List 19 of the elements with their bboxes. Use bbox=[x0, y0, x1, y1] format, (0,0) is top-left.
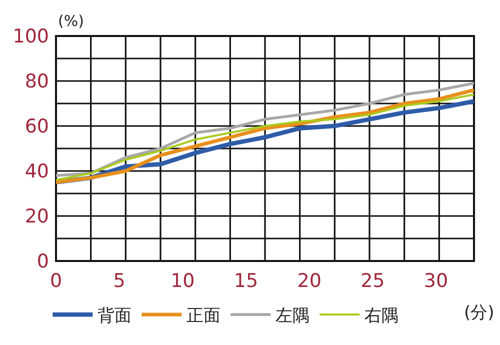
y-tick-label: 0 bbox=[36, 250, 49, 273]
legend-label: 背面 bbox=[98, 306, 132, 326]
x-tick-label: 20 bbox=[297, 270, 322, 292]
y-axis-title: (%) bbox=[58, 12, 84, 30]
x-tick-label: 10 bbox=[170, 270, 195, 292]
x-tick-label: 0 bbox=[50, 270, 62, 292]
x-tick-label: 25 bbox=[360, 270, 385, 292]
y-tick-label: 80 bbox=[24, 70, 49, 93]
legend-label: 正面 bbox=[186, 306, 221, 326]
x-tick-label: 30 bbox=[424, 270, 448, 292]
y-tick-label: 20 bbox=[24, 206, 49, 228]
y-tick-label: 60 bbox=[24, 116, 49, 138]
legend-label: 左隅 bbox=[276, 306, 310, 326]
x-axis-title: (分) bbox=[464, 303, 494, 323]
legend-label: 右隅 bbox=[364, 306, 399, 326]
x-tick-label: 15 bbox=[234, 270, 258, 292]
x-tick-label: 5 bbox=[113, 270, 126, 292]
y-tick-label: 100 bbox=[12, 26, 49, 48]
y-tick-label: 40 bbox=[24, 160, 49, 183]
